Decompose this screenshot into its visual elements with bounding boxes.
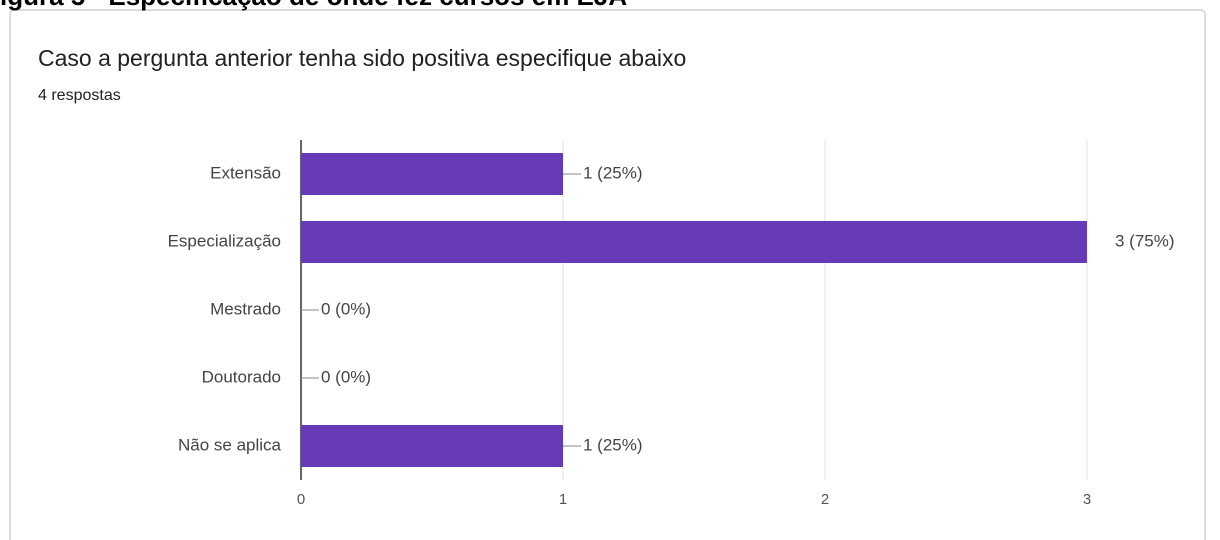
y-tick-label: Doutorado	[202, 367, 281, 386]
data-label: 0 (0%)	[321, 299, 371, 318]
bar	[301, 221, 1087, 263]
y-tick-label: Especialização	[168, 231, 281, 250]
data-label: 1 (25%)	[583, 435, 643, 454]
x-tick-label: 3	[1083, 491, 1091, 508]
caption: igura 5 - Especificação de onde fez curs…	[0, 0, 627, 11]
bar	[301, 153, 563, 195]
y-tick-label: Mestrado	[210, 299, 281, 318]
chart-title: Caso a pergunta anterior tenha sido posi…	[38, 45, 686, 71]
y-tick-label: Extensão	[210, 163, 281, 182]
data-label: 1 (25%)	[583, 163, 643, 182]
chart-subtitle: 4 respostas	[38, 87, 121, 104]
x-tick-label: 2	[821, 491, 829, 508]
card	[9, 9, 1206, 540]
data-label: 0 (0%)	[321, 367, 371, 386]
y-tick-label: Não se aplica	[178, 435, 282, 454]
x-tick-label: 0	[297, 491, 305, 508]
x-tick-label: 1	[559, 491, 567, 508]
data-label: 3 (75%)	[1115, 231, 1175, 250]
bar	[301, 425, 563, 467]
